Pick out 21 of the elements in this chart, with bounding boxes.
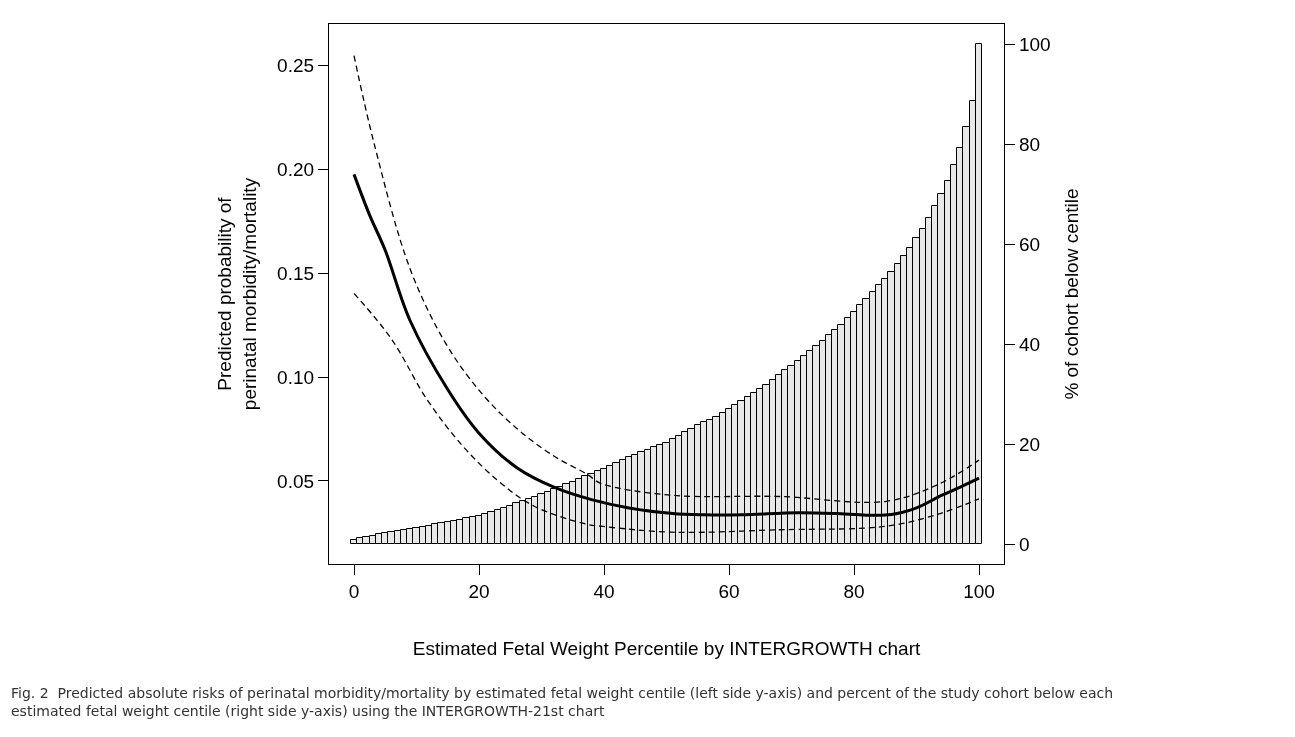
y-tick-label: 0.05	[277, 470, 315, 492]
y2-tick-label: 40	[1018, 333, 1041, 355]
x-tick-label: 0	[348, 580, 360, 602]
y2-tick-label: 0	[1018, 533, 1030, 555]
y2-tick-label: 80	[1018, 133, 1041, 155]
x-tick-label: 60	[718, 580, 740, 602]
y-axis-title: Predicted probability of perinatal morbidity/mortality	[214, 177, 260, 411]
x-tick-label: 100	[963, 580, 995, 602]
y-tick-label: 0.20	[277, 159, 315, 181]
y2-tick-label: 60	[1018, 233, 1041, 255]
y-tick-label: 0.15	[277, 262, 315, 284]
y2-tick-label: 20	[1018, 433, 1041, 455]
x-tick-label: 20	[468, 580, 490, 602]
y2-axis-title: % of cohort below centile	[1061, 188, 1083, 400]
caption: Fig. 2 Predicted absolute risks of perinatal morbidity/mortality by estimated fetal weight centile (left side y-axis) and percent of the study cohort below each estimated fetal weight centile (right side y-axis) using the INTERGROWTH-21st chart	[11, 685, 1114, 720]
y-tick-label: 0.10	[277, 366, 315, 388]
x-axis-title: Estimated Fetal Weight Percentile by INTERGROWTH chart	[412, 637, 921, 659]
y-tick-label: 0.25	[277, 55, 315, 77]
x-tick-label: 40	[593, 580, 615, 602]
x-tick-label: 80	[843, 580, 865, 602]
y2-tick-label: 100	[1018, 33, 1051, 55]
